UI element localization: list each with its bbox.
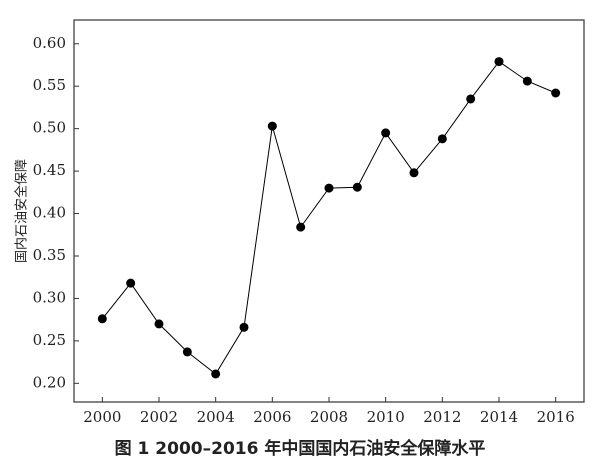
data-point (267, 121, 277, 131)
data-point (296, 222, 306, 232)
plot-frame (73, 19, 585, 403)
data-point (324, 183, 334, 193)
y-tick-label: 0.50 (33, 119, 66, 137)
x-tick-label: 2016 (537, 408, 575, 426)
data-point (182, 347, 192, 357)
y-tick-label: 0.60 (33, 34, 66, 52)
data-point (126, 278, 136, 288)
data-point (551, 88, 561, 98)
x-tick-label: 2004 (197, 408, 235, 426)
y-tick-label: 0.25 (33, 331, 66, 349)
x-tick-label: 2008 (310, 408, 348, 426)
x-tick-label: 2002 (140, 408, 178, 426)
data-point (211, 369, 221, 379)
y-tick-label: 0.55 (33, 76, 66, 94)
data-point (154, 319, 164, 329)
x-tick-label: 2006 (253, 408, 291, 426)
y-axis-label: 国内石油安全保障 (14, 159, 30, 263)
data-point (437, 134, 447, 144)
y-tick-label: 0.40 (33, 204, 66, 222)
data-point (352, 182, 362, 192)
data-point (239, 322, 249, 332)
x-tick-label: 2014 (480, 408, 518, 426)
x-tick-label: 2000 (83, 408, 121, 426)
data-point (409, 168, 419, 178)
y-tick-label: 0.20 (33, 373, 66, 391)
data-point (522, 76, 532, 86)
data-point (466, 94, 476, 104)
data-line (101, 60, 556, 375)
x-tick-label: 2010 (367, 408, 405, 426)
x-tick-label: 2012 (423, 408, 461, 426)
chart-title: 图 1 2000–2016 年中国国内石油安全保障水平 (115, 438, 486, 459)
y-tick-label: 0.45 (33, 161, 66, 179)
y-tick-label: 0.30 (33, 288, 66, 306)
data-point (97, 314, 107, 324)
data-point (494, 57, 504, 67)
data-point (381, 128, 391, 138)
y-tick-label: 0.35 (33, 246, 66, 264)
